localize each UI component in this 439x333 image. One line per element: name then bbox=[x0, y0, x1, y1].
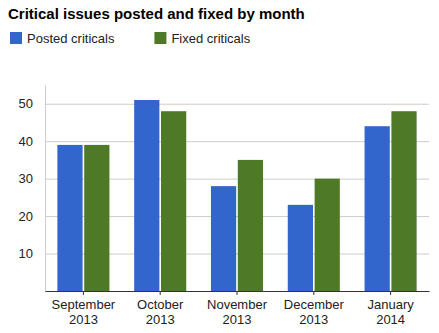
x-tick-label-line: September bbox=[52, 297, 116, 312]
x-tick-mark bbox=[83, 291, 84, 295]
legend-swatch bbox=[10, 32, 22, 44]
bar bbox=[134, 100, 159, 291]
legend: Posted criticals Fixed criticals bbox=[10, 31, 251, 46]
legend-label: Fixed criticals bbox=[171, 31, 250, 46]
x-tick-mark bbox=[160, 291, 161, 295]
x-tick-label: January2014 bbox=[367, 297, 414, 327]
x-tick-label-line: January bbox=[367, 297, 414, 312]
x-tick-label-line: 2013 bbox=[223, 312, 252, 327]
y-tick-label: 10 bbox=[19, 246, 33, 261]
y-tick-label: 20 bbox=[19, 209, 33, 224]
legend-label: Posted criticals bbox=[27, 31, 115, 46]
bar bbox=[365, 126, 390, 291]
y-axis: 10 20 30 40 50 bbox=[19, 86, 429, 292]
x-tick-label-line: December bbox=[284, 297, 345, 312]
bar bbox=[391, 111, 416, 291]
x-tick-label: September2013 bbox=[52, 297, 116, 327]
y-tick-label: 50 bbox=[19, 96, 33, 111]
chart-container: Critical issues posted and fixed by mont… bbox=[0, 0, 439, 333]
x-tick-mark bbox=[237, 291, 238, 295]
y-axis-line bbox=[45, 86, 46, 292]
bar bbox=[57, 145, 82, 291]
x-tick: October2013 bbox=[137, 291, 184, 327]
x-tick-mark bbox=[390, 291, 391, 295]
y-tick: 50 bbox=[19, 96, 429, 111]
bar-series bbox=[57, 100, 389, 291]
y-tick-label: 40 bbox=[19, 134, 33, 149]
bar bbox=[288, 205, 313, 291]
bar bbox=[238, 160, 263, 291]
chart-title: Critical issues posted and fixed by mont… bbox=[8, 5, 305, 22]
y-tick-label: 30 bbox=[19, 171, 33, 186]
x-tick: December2013 bbox=[284, 291, 345, 327]
x-tick: November2013 bbox=[207, 291, 268, 327]
bar bbox=[161, 111, 186, 291]
x-tick-label-line: 2013 bbox=[299, 312, 328, 327]
x-tick: January2014 bbox=[367, 291, 414, 327]
x-tick-label: October2013 bbox=[137, 297, 184, 327]
x-tick-label: November2013 bbox=[207, 297, 268, 327]
bar bbox=[84, 145, 109, 291]
x-axis: September2013October2013November2013Dece… bbox=[46, 291, 430, 327]
legend-item: Fixed criticals bbox=[154, 31, 250, 46]
bar-series bbox=[84, 111, 416, 291]
legend-item: Posted criticals bbox=[10, 31, 115, 46]
x-tick-label-line: 2014 bbox=[376, 312, 405, 327]
x-tick-mark bbox=[313, 291, 314, 295]
bar bbox=[315, 179, 340, 291]
x-tick-label-line: November bbox=[207, 297, 268, 312]
bar bbox=[211, 186, 236, 291]
legend-swatch bbox=[154, 32, 166, 44]
chart-svg: Critical issues posted and fixed by mont… bbox=[0, 0, 439, 333]
x-tick: September2013 bbox=[52, 291, 116, 327]
grid-line bbox=[45, 104, 429, 105]
plot-area: 1020304050September2013October2013Novemb… bbox=[19, 86, 430, 328]
x-tick-label-line: 2013 bbox=[146, 312, 175, 327]
x-tick-label-line: October bbox=[137, 297, 184, 312]
x-tick-label: December2013 bbox=[284, 297, 345, 327]
x-tick-label-line: 2013 bbox=[69, 312, 98, 327]
bars bbox=[57, 100, 416, 291]
